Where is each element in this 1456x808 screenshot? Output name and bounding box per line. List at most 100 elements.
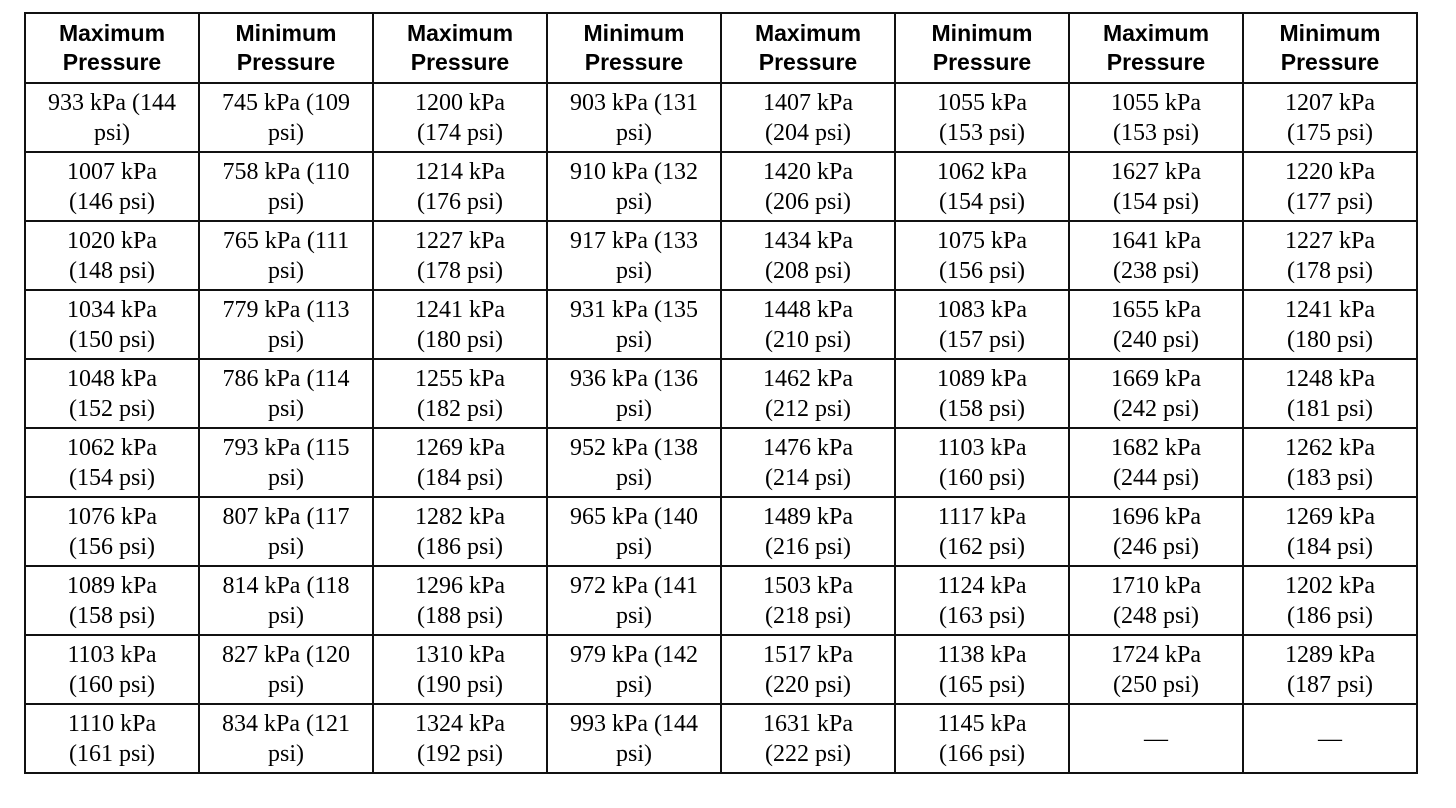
cell-line: (204 psi) [765, 119, 851, 146]
cell-line: (212 psi) [765, 395, 851, 422]
cell-line: 1517 kPa [763, 641, 853, 668]
table-cell: 933 kPa (144 psi) [24, 82, 200, 153]
cell-line: Maximum [754, 20, 862, 46]
table-cell: 1138 kPa (165 psi) [894, 634, 1070, 705]
table-cell: 1103 kPa (160 psi) [24, 634, 200, 705]
cell-line: 1083 kPa [937, 296, 1027, 323]
cell-line: 1696 kPa [1111, 503, 1201, 530]
cell-line: (154 psi) [1113, 188, 1199, 215]
cell-line: 1110 kPa [67, 710, 157, 737]
table-cell: 1724 kPa (250 psi) [1068, 634, 1244, 705]
cell-line: (156 psi) [69, 533, 155, 560]
cell-line: 1296 kPa [415, 572, 505, 599]
table-row: 933 kPa (144 psi) 745 kPa (109 psi) 1200 kPa… [24, 82, 1418, 153]
cell-line: 758 kPa (110 [222, 158, 350, 185]
cell-line: psi) [616, 395, 652, 422]
cell-line: 1200 kPa [415, 89, 505, 116]
cell-line: 1241 kPa [415, 296, 505, 323]
cell-line: (166 psi) [939, 740, 1025, 767]
cell-line: 1489 kPa [763, 503, 853, 530]
cell-line: 1289 kPa [1285, 641, 1375, 668]
cell-line: 1269 kPa [1285, 503, 1375, 530]
table-row: 1089 kPa (158 psi) 814 kPa (118 psi) 1296 kP… [24, 565, 1418, 636]
cell-line: 1655 kPa [1111, 296, 1201, 323]
cell-line: (188 psi) [417, 602, 503, 629]
cell-line: — [1144, 725, 1168, 752]
cell-line: 1269 kPa [415, 434, 505, 461]
cell-line: (163 psi) [939, 602, 1025, 629]
header-cell: Maximum Pressure [1068, 12, 1244, 84]
cell-line: (220 psi) [765, 671, 851, 698]
table-cell: 1227 kPa (178 psi) [372, 220, 548, 291]
table-row: 1034 kPa (150 psi) 779 kPa (113 psi) 1241 kP… [24, 289, 1418, 360]
cell-line: (180 psi) [1287, 326, 1373, 353]
cell-line: 1145 kPa [937, 710, 1027, 737]
cell-line: (190 psi) [417, 671, 503, 698]
table-cell: 1682 kPa (244 psi) [1068, 427, 1244, 498]
cell-line: Minimum [583, 20, 685, 46]
table-cell: 1420 kPa (206 psi) [720, 151, 896, 222]
cell-line: 972 kPa (141 [570, 572, 698, 599]
table-row: 1110 kPa (161 psi) 834 kPa (121 psi) 1324 kP… [24, 703, 1418, 774]
cell-line: (156 psi) [939, 257, 1025, 284]
cell-line: (240 psi) [1113, 326, 1199, 353]
cell-line: psi) [268, 602, 304, 629]
header-cell: Maximum Pressure [720, 12, 896, 84]
table-cell: 1282 kPa (186 psi) [372, 496, 548, 567]
cell-line: 993 kPa (144 [570, 710, 698, 737]
cell-line: (148 psi) [69, 257, 155, 284]
cell-line: 1207 kPa [1285, 89, 1375, 116]
table-cell: 1055 kPa (153 psi) [894, 82, 1070, 153]
table-cell: 1696 kPa (246 psi) [1068, 496, 1244, 567]
cell-line: (178 psi) [417, 257, 503, 284]
cell-line: 814 kPa (118 [222, 572, 350, 599]
table-cell: 1641 kPa (238 psi) [1068, 220, 1244, 291]
table-row: 1007 kPa (146 psi) 758 kPa (110 psi) 1214 kP… [24, 151, 1418, 222]
table-cell: 1048 kPa (152 psi) [24, 358, 200, 429]
table-cell: 745 kPa (109 psi) [198, 82, 374, 153]
table-cell: 793 kPa (115 psi) [198, 427, 374, 498]
cell-line: 1055 kPa [937, 89, 1027, 116]
cell-line: psi) [616, 740, 652, 767]
table-cell: 1489 kPa (216 psi) [720, 496, 896, 567]
cell-line: 1227 kPa [415, 227, 505, 254]
cell-line: (184 psi) [417, 464, 503, 491]
table-cell: 972 kPa (141 psi) [546, 565, 722, 636]
table-cell: 1200 kPa (174 psi) [372, 82, 548, 153]
table-cell: 807 kPa (117 psi) [198, 496, 374, 567]
cell-line: psi) [616, 533, 652, 560]
cell-line: (158 psi) [939, 395, 1025, 422]
table-cell: 758 kPa (110 psi) [198, 151, 374, 222]
cell-line: (150 psi) [69, 326, 155, 353]
cell-line: (208 psi) [765, 257, 851, 284]
table-cell: 1062 kPa (154 psi) [894, 151, 1070, 222]
cell-line: 910 kPa (132 [570, 158, 698, 185]
cell-line: (181 psi) [1287, 395, 1373, 422]
table-cell: 1631 kPa (222 psi) [720, 703, 896, 774]
table-cell: 1517 kPa (220 psi) [720, 634, 896, 705]
cell-line: 1420 kPa [763, 158, 853, 185]
table-cell: 1255 kPa (182 psi) [372, 358, 548, 429]
cell-line: psi) [268, 257, 304, 284]
table-cell: 1462 kPa (212 psi) [720, 358, 896, 429]
table-cell: 1289 kPa (187 psi) [1242, 634, 1418, 705]
cell-line: psi) [616, 326, 652, 353]
table-cell: 1207 kPa (175 psi) [1242, 82, 1418, 153]
cell-line: 1255 kPa [415, 365, 505, 392]
cell-line: (153 psi) [1113, 119, 1199, 146]
cell-line: (165 psi) [939, 671, 1025, 698]
cell-line: (248 psi) [1113, 602, 1199, 629]
cell-line: psi) [616, 671, 652, 698]
table-cell: 1448 kPa (210 psi) [720, 289, 896, 360]
cell-line: 779 kPa (113 [222, 296, 350, 323]
cell-line: 745 kPa (109 [222, 89, 350, 116]
cell-line: 1202 kPa [1285, 572, 1375, 599]
cell-line: 1282 kPa [415, 503, 505, 530]
table-cell: 1710 kPa (248 psi) [1068, 565, 1244, 636]
cell-line: psi) [268, 188, 304, 215]
table-cell: 1110 kPa (161 psi) [24, 703, 200, 774]
cell-line: (246 psi) [1113, 533, 1199, 560]
cell-line: 1062 kPa [937, 158, 1027, 185]
cell-line: 1462 kPa [763, 365, 853, 392]
cell-line: Pressure [758, 49, 858, 75]
